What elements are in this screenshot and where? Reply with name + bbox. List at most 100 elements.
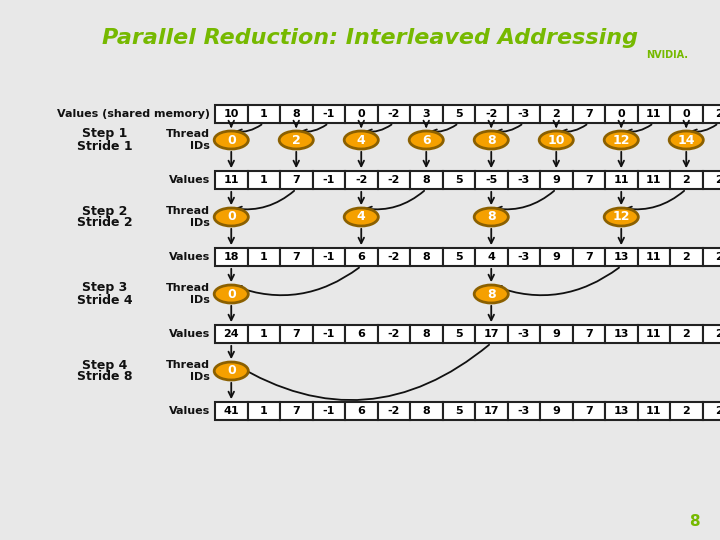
Bar [703, 248, 720, 266]
Text: 7: 7 [292, 406, 300, 416]
Text: -3: -3 [518, 406, 530, 416]
Bar [605, 171, 637, 189]
Bar [572, 325, 605, 343]
Text: -2: -2 [387, 406, 400, 416]
Ellipse shape [344, 208, 378, 226]
Bar [280, 402, 312, 420]
Text: -2: -2 [387, 252, 400, 262]
Text: 18: 18 [223, 252, 239, 262]
Text: Thread
IDs: Thread IDs [166, 206, 210, 228]
Text: 0: 0 [683, 109, 690, 119]
Text: 0: 0 [227, 287, 235, 300]
Text: 11: 11 [646, 175, 662, 185]
Text: Values: Values [168, 175, 210, 185]
Text: 6: 6 [357, 406, 365, 416]
Bar [215, 325, 248, 343]
Bar [345, 248, 377, 266]
Text: 6: 6 [422, 133, 431, 146]
Bar [312, 325, 345, 343]
Text: 2: 2 [715, 175, 720, 185]
Bar [572, 105, 605, 123]
Bar [280, 325, 312, 343]
Bar [540, 325, 572, 343]
Bar [443, 402, 475, 420]
Text: 0: 0 [227, 133, 235, 146]
Text: Values: Values [168, 406, 210, 416]
Bar [280, 171, 312, 189]
Text: 7: 7 [585, 252, 593, 262]
Text: 8: 8 [423, 329, 430, 339]
Text: 1: 1 [260, 406, 268, 416]
Text: 10: 10 [224, 109, 239, 119]
Bar [443, 105, 475, 123]
Ellipse shape [214, 208, 248, 226]
Text: 7: 7 [585, 109, 593, 119]
Bar [475, 171, 508, 189]
Bar [703, 402, 720, 420]
Text: 11: 11 [646, 252, 662, 262]
Text: 5: 5 [455, 329, 462, 339]
Ellipse shape [474, 131, 508, 149]
Text: 3: 3 [423, 109, 430, 119]
Text: 7: 7 [292, 329, 300, 339]
Text: Stride 1: Stride 1 [77, 139, 132, 152]
Text: 14: 14 [678, 133, 695, 146]
Text: 8: 8 [423, 406, 430, 416]
Text: Thread
IDs: Thread IDs [166, 283, 210, 305]
Text: -3: -3 [518, 109, 530, 119]
Text: -2: -2 [485, 109, 498, 119]
Text: 4: 4 [357, 211, 366, 224]
Text: 1: 1 [260, 175, 268, 185]
Bar [637, 105, 670, 123]
Bar [508, 171, 540, 189]
Text: Values (shared memory): Values (shared memory) [57, 109, 210, 119]
Bar [377, 248, 410, 266]
Text: Stride 8: Stride 8 [77, 370, 132, 383]
Bar [410, 325, 443, 343]
Text: 17: 17 [484, 329, 499, 339]
Bar [703, 105, 720, 123]
Bar [443, 325, 475, 343]
Bar [670, 248, 703, 266]
Bar [248, 105, 280, 123]
Ellipse shape [474, 285, 508, 303]
Text: 9: 9 [552, 252, 560, 262]
Bar [605, 105, 637, 123]
Text: Step 4: Step 4 [82, 359, 127, 372]
Text: 5: 5 [455, 406, 462, 416]
Bar [703, 325, 720, 343]
Text: 7: 7 [585, 175, 593, 185]
Text: 2: 2 [715, 329, 720, 339]
Bar [215, 105, 248, 123]
Ellipse shape [279, 131, 313, 149]
Text: 8: 8 [292, 109, 300, 119]
Bar [312, 402, 345, 420]
Text: -1: -1 [323, 109, 335, 119]
Text: 11: 11 [646, 109, 662, 119]
Bar [670, 325, 703, 343]
Bar [637, 248, 670, 266]
Text: 5: 5 [455, 109, 462, 119]
Ellipse shape [409, 131, 444, 149]
Bar [572, 171, 605, 189]
Ellipse shape [214, 362, 248, 380]
Text: Step 2: Step 2 [82, 205, 127, 218]
Text: Values: Values [168, 252, 210, 262]
Text: 1: 1 [260, 252, 268, 262]
Text: Stride 4: Stride 4 [77, 294, 132, 307]
Bar [572, 248, 605, 266]
Bar [670, 402, 703, 420]
Text: -1: -1 [323, 175, 335, 185]
Bar [377, 171, 410, 189]
Bar [215, 171, 248, 189]
Text: 2: 2 [715, 252, 720, 262]
Bar [540, 402, 572, 420]
Bar [637, 325, 670, 343]
Text: 9: 9 [552, 175, 560, 185]
Text: NVIDIA.: NVIDIA. [646, 50, 688, 60]
Bar [475, 402, 508, 420]
Ellipse shape [214, 285, 248, 303]
Bar [345, 171, 377, 189]
Text: 0: 0 [227, 364, 235, 377]
Bar [312, 105, 345, 123]
